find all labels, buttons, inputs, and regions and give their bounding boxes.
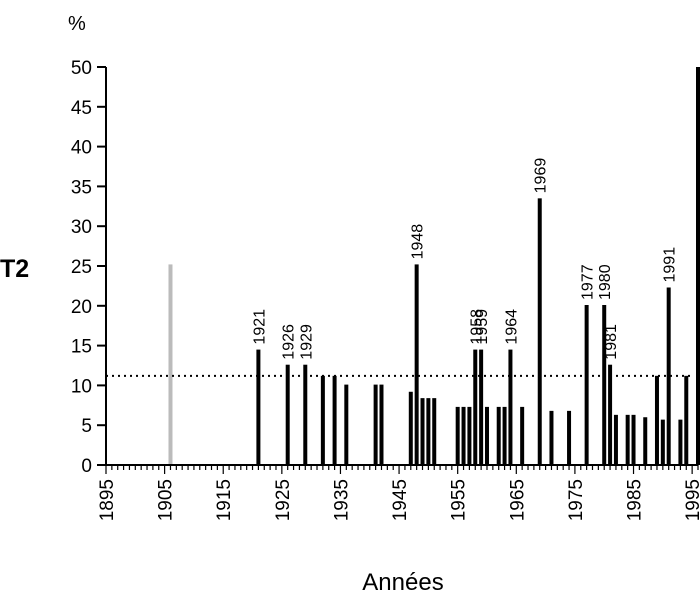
y-unit-label: % bbox=[68, 13, 86, 35]
bar-1934 bbox=[332, 375, 337, 465]
y-tick-label: 35 bbox=[71, 177, 92, 198]
bar-1987 bbox=[643, 417, 648, 465]
bar-1906 bbox=[168, 264, 173, 465]
bar-1958 bbox=[473, 349, 478, 465]
x-axis-ticks: 1895 1905 1915 1925 1935 1945 1955 1965 1975 1985… bbox=[97, 465, 700, 521]
y-tick-label: 15 bbox=[71, 337, 92, 358]
bar-label-1977: 1977 bbox=[580, 264, 597, 300]
bar-1974 bbox=[567, 410, 572, 465]
bar-1966 bbox=[520, 406, 525, 465]
y-tick-label: 30 bbox=[71, 217, 92, 238]
bar-1977 bbox=[584, 305, 589, 465]
bar-1948 bbox=[414, 264, 419, 465]
bar-1929 bbox=[303, 364, 308, 465]
x-tick-label: 1915 bbox=[214, 479, 235, 521]
bar-1941 bbox=[373, 384, 378, 465]
bar-label-1991: 1991 bbox=[662, 247, 679, 283]
bar-1971 bbox=[549, 410, 554, 465]
x-tick-label: 1975 bbox=[566, 479, 587, 521]
y-tick-label: 0 bbox=[81, 456, 92, 477]
bar-1985 bbox=[631, 414, 636, 465]
bar-label-1948: 1948 bbox=[410, 224, 427, 260]
bar-1959 bbox=[479, 349, 484, 465]
bar-1955 bbox=[455, 406, 460, 465]
bar-1963 bbox=[502, 406, 507, 465]
bar-1991 bbox=[666, 287, 671, 465]
bar-label-1921: 1921 bbox=[251, 309, 268, 345]
x-tick-label: 1895 bbox=[97, 479, 118, 521]
x-tick-label: 1965 bbox=[507, 479, 528, 521]
x-tick-label: 1985 bbox=[625, 479, 646, 521]
y-axis-ticks: 0 5 10 15 20 25 30 35 40 45 50 bbox=[71, 58, 106, 477]
bar-1993 bbox=[678, 419, 683, 465]
bar-1980 bbox=[602, 305, 607, 465]
bar-1949 bbox=[420, 398, 425, 465]
bar-1981 bbox=[608, 364, 613, 465]
x-axis-title: Années bbox=[362, 569, 443, 596]
x-tick-label: 1995 bbox=[683, 479, 700, 521]
bar-label-1958: 1958 bbox=[468, 309, 485, 345]
x-tick-label: 1905 bbox=[156, 479, 177, 521]
bar-1932 bbox=[320, 375, 325, 465]
bar-1926 bbox=[285, 364, 290, 465]
bar-label-1926: 1926 bbox=[281, 324, 298, 360]
bar-1969 bbox=[537, 198, 542, 465]
bar-1957 bbox=[467, 406, 472, 465]
bar-1960 bbox=[484, 406, 489, 465]
bar-1921 bbox=[256, 349, 261, 465]
y-tick-label: 50 bbox=[71, 58, 92, 79]
bar-1947 bbox=[408, 391, 413, 465]
bar-1951 bbox=[432, 398, 437, 465]
x-tick-label: 1925 bbox=[273, 479, 294, 521]
bar-1984 bbox=[625, 414, 630, 465]
bar-1994 bbox=[684, 375, 689, 465]
bar-label-1980: 1980 bbox=[597, 264, 614, 300]
y-tick-label: 25 bbox=[71, 257, 92, 278]
bar-1996 bbox=[696, 67, 700, 465]
bars bbox=[168, 67, 700, 465]
bar-label-1981: 1981 bbox=[603, 324, 620, 360]
bar-label-1964: 1964 bbox=[503, 309, 520, 345]
bar-1989 bbox=[654, 375, 659, 465]
bar-1990 bbox=[660, 419, 665, 465]
bar-1942 bbox=[379, 384, 384, 465]
y-tick-label: 10 bbox=[71, 376, 92, 397]
bar-1950 bbox=[426, 398, 431, 465]
x-tick-label: 1955 bbox=[449, 479, 470, 521]
x-tick-label: 1945 bbox=[390, 479, 411, 521]
bar-1982 bbox=[613, 414, 618, 465]
bar-1956 bbox=[461, 406, 466, 465]
bar-1936 bbox=[344, 384, 349, 465]
y-tick-label: 20 bbox=[71, 297, 92, 318]
bar-1964 bbox=[508, 349, 513, 465]
x-tick-label: 1935 bbox=[331, 479, 352, 521]
series-label: T2 bbox=[0, 255, 29, 283]
bar-label-1929: 1929 bbox=[298, 324, 315, 360]
bar-label-1959: 1959 bbox=[474, 309, 491, 345]
bar-1962 bbox=[496, 406, 501, 465]
bar-label-1969: 1969 bbox=[533, 158, 550, 194]
y-tick-label: 40 bbox=[71, 138, 92, 159]
y-tick-label: 5 bbox=[81, 416, 92, 437]
y-tick-label: 45 bbox=[71, 98, 92, 119]
